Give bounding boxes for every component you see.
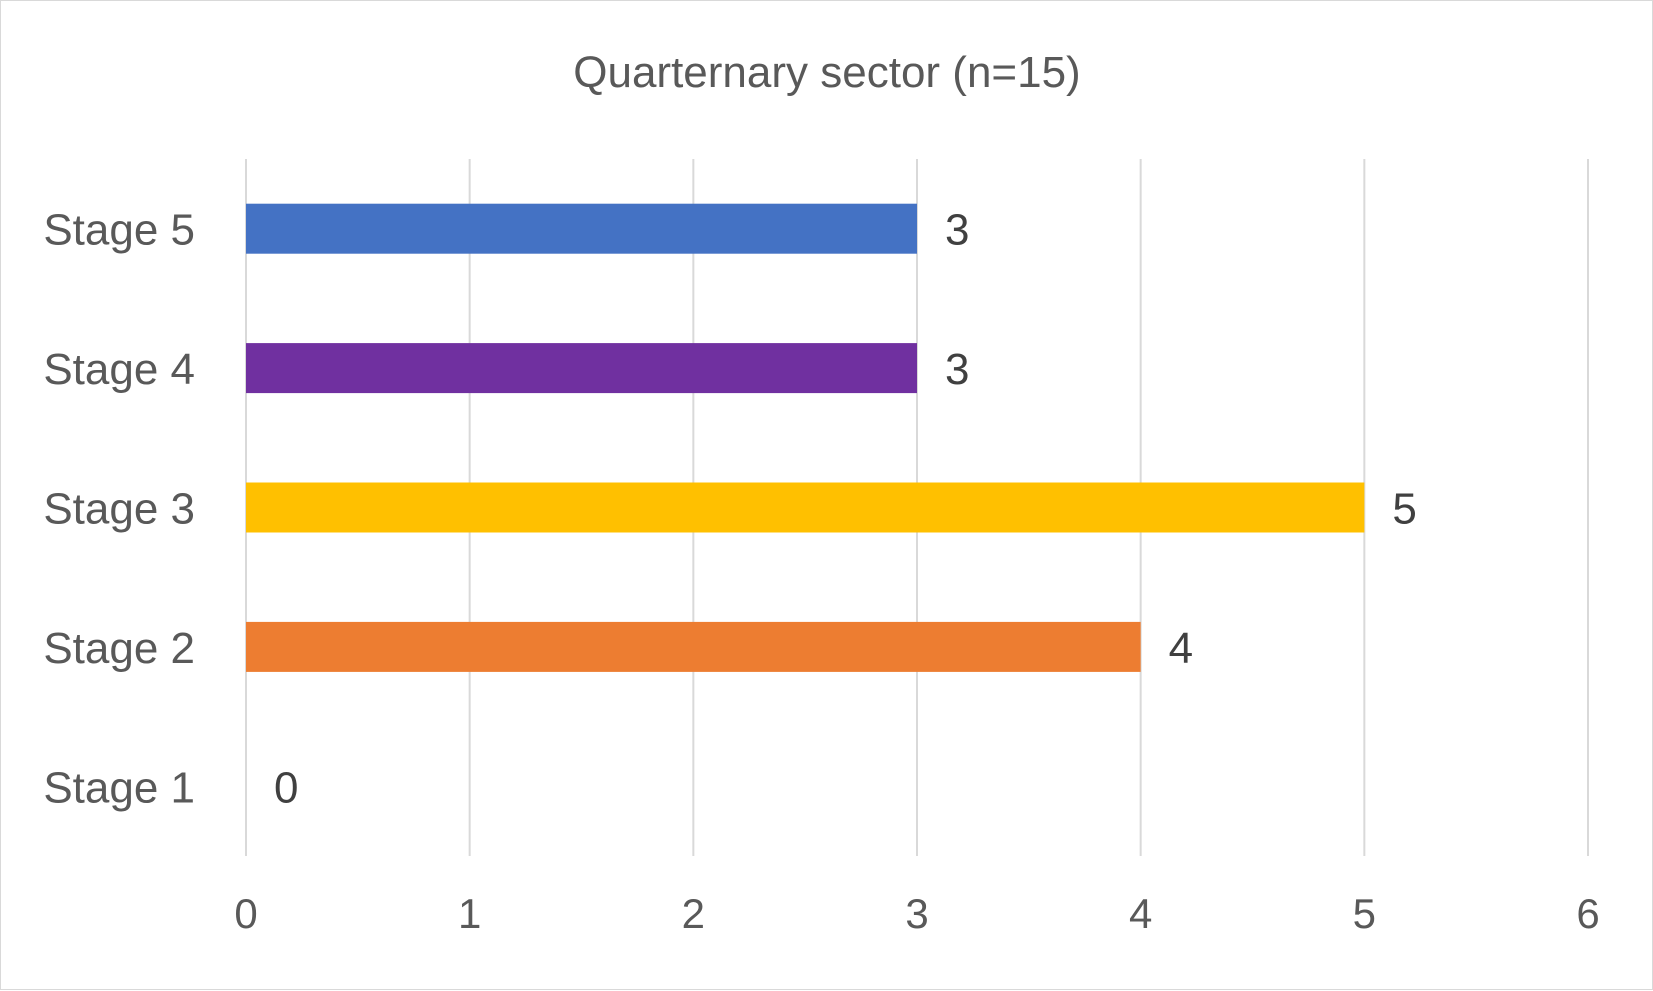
x-tick-label: 2 xyxy=(682,890,705,937)
bar-stage-3 xyxy=(246,482,1365,533)
bar-stage-2 xyxy=(246,621,1141,672)
chart-title: Quarternary sector (n=15) xyxy=(573,48,1080,97)
x-tick-label: 1 xyxy=(458,890,481,937)
data-label: 5 xyxy=(1392,485,1416,534)
data-labels: 0 4 5 3 3 xyxy=(274,206,1417,813)
x-tick-label: 4 xyxy=(1129,890,1152,937)
category-label: Stage 4 xyxy=(43,345,195,394)
bars xyxy=(246,203,1365,672)
bar-stage-5 xyxy=(246,203,917,254)
data-label: 4 xyxy=(1169,624,1193,673)
category-labels: Stage 1 Stage 2 Stage 3 Stage 4 Stage 5 xyxy=(43,206,195,813)
category-label: Stage 5 xyxy=(43,206,195,255)
x-axis-tick-labels: 0 1 2 3 4 5 6 xyxy=(234,890,1599,937)
x-tick-label: 3 xyxy=(905,890,928,937)
data-label: 3 xyxy=(945,206,969,255)
category-label: Stage 1 xyxy=(43,763,195,812)
category-label: Stage 3 xyxy=(43,485,195,534)
x-tick-label: 0 xyxy=(234,890,257,937)
category-label: Stage 2 xyxy=(43,624,195,673)
bar-stage-4 xyxy=(246,343,917,394)
data-label: 0 xyxy=(274,763,298,812)
data-label: 3 xyxy=(945,345,969,394)
x-tick-label: 5 xyxy=(1353,890,1376,937)
x-tick-label: 6 xyxy=(1576,890,1599,937)
